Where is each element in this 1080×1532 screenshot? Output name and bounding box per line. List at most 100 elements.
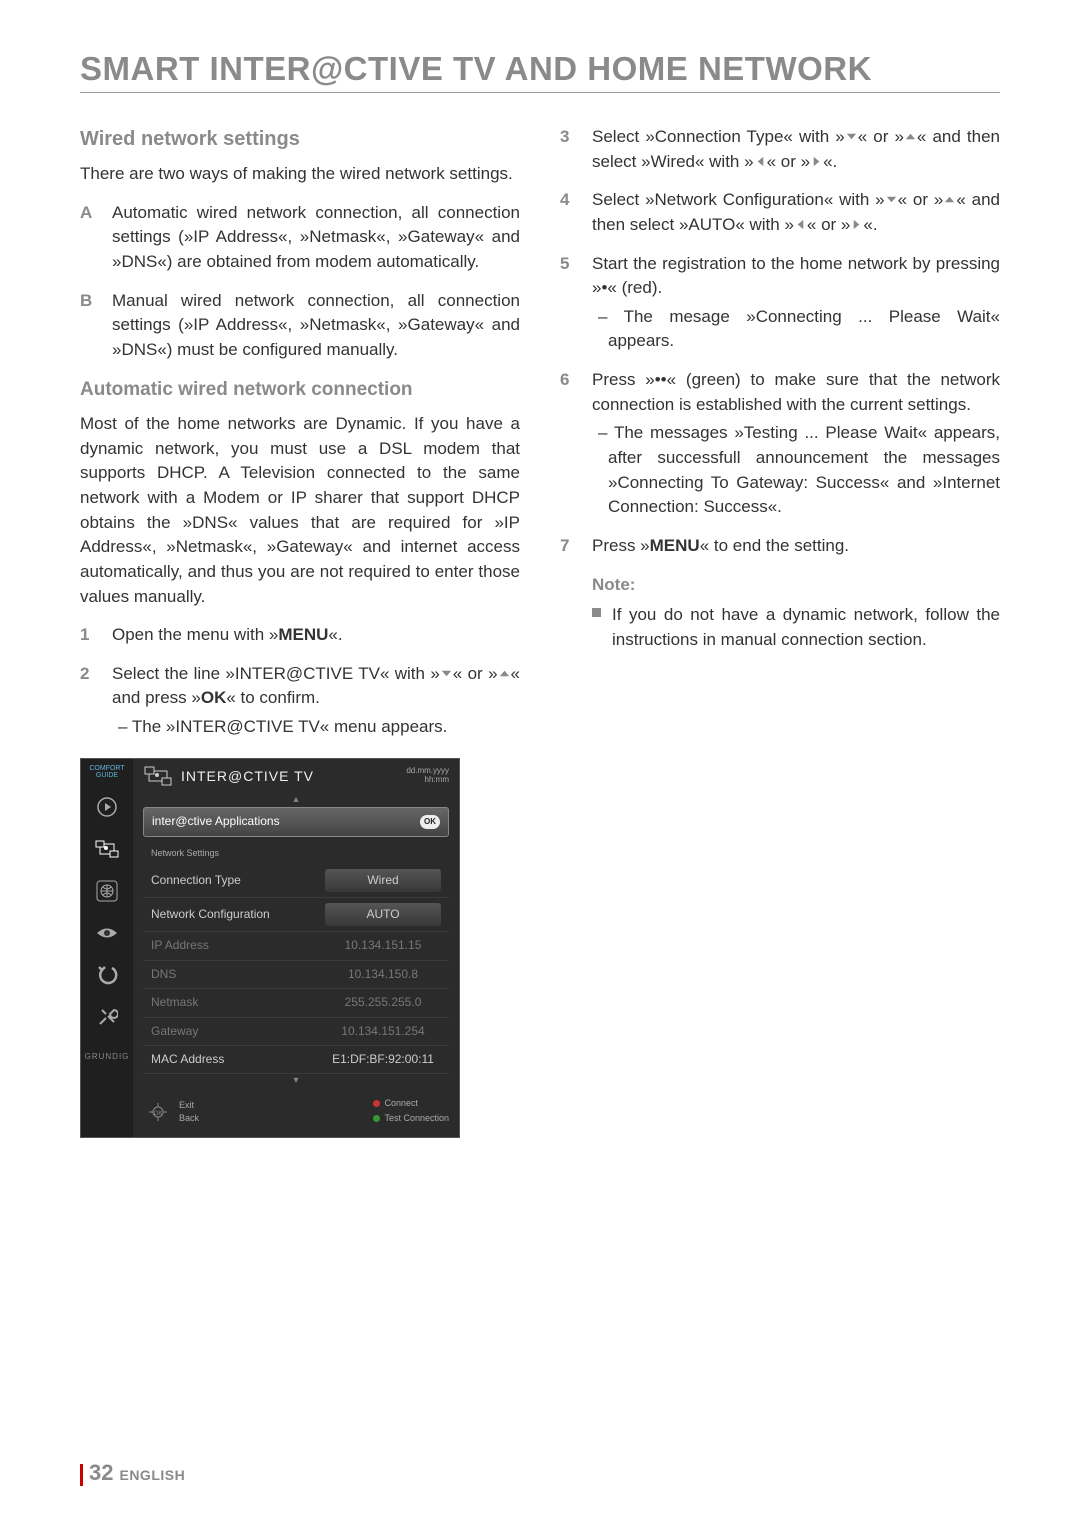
down-icon: [440, 667, 453, 680]
step-1-a: Open the menu with »: [112, 625, 278, 644]
note-body: If you do not have a dynamic network, fo…: [592, 603, 1000, 652]
red-dot-icon: [373, 1100, 380, 1107]
tv-setting-row[interactable]: Netmask255.255.255.0: [143, 989, 449, 1017]
t: Press »: [592, 536, 650, 555]
right-column: 3 Select »Connection Type« with »« or »«…: [560, 125, 1000, 1138]
tv-row-value: E1:DF:BF:92:00:11: [325, 1051, 441, 1068]
tv-setting-row[interactable]: DNS10.134.150.8: [143, 961, 449, 989]
tv-exit-label: Exit: [179, 1099, 199, 1112]
step-2-marker: 2: [80, 662, 98, 740]
tv-setting-row[interactable]: Gateway10.134.151.254: [143, 1018, 449, 1046]
tv-setting-row[interactable]: IP Address10.134.151.15: [143, 932, 449, 960]
t: Select »Network Configuration« with »: [592, 190, 885, 209]
tv-row-apps[interactable]: inter@ctive Applications OK: [143, 807, 449, 836]
tv-datetime: dd.mm.yyyy hh:mm: [406, 767, 449, 785]
sidebar-globe-icon[interactable]: [93, 877, 121, 905]
step-3: 3 Select »Connection Type« with »« or »«…: [560, 125, 1000, 174]
down-icon: [885, 193, 898, 206]
tv-settings-rows: Connection TypeWiredNetwork Configuratio…: [143, 864, 449, 1075]
tv-comfort-label: COMFORT GUIDE: [81, 765, 133, 779]
tv-back-label: Back: [179, 1112, 199, 1125]
option-a-text: Automatic wired network connection, all …: [112, 201, 520, 275]
step-1-c: «.: [328, 625, 342, 644]
tv-arrow-up[interactable]: ▴: [143, 793, 449, 808]
tv-test-label: Test Connection: [384, 1112, 449, 1125]
step-6-marker: 6: [560, 368, 578, 520]
option-b: B Manual wired network connection, all c…: [80, 289, 520, 363]
t: Start the registration to the home netwo…: [592, 254, 1000, 298]
t: « or »: [767, 152, 810, 171]
t: «.: [823, 152, 837, 171]
tv-header: INTER@CTIVE TV dd.mm.yyyy hh:mm: [143, 765, 449, 787]
t: « or »: [898, 190, 944, 209]
step-7-marker: 7: [560, 534, 578, 559]
t: Select »Connection Type« with »: [592, 127, 845, 146]
right-icon: [810, 155, 823, 168]
step-5-marker: 5: [560, 252, 578, 355]
heading-wired-settings: Wired network settings: [80, 125, 520, 154]
step-2-sub: – The »INTER@CTIVE TV« menu appears.: [112, 715, 520, 740]
network-icon: [143, 765, 173, 787]
page-number: 32: [89, 1460, 113, 1486]
tv-menu: COMFORT GUIDE GRUNDIG INTER@CTIVE TV dd.…: [80, 758, 460, 1138]
tv-apps-label: inter@ctive Applications: [152, 813, 280, 830]
sidebar-network-icon[interactable]: [93, 835, 121, 863]
down-icon: [845, 130, 858, 143]
step-1: 1 Open the menu with »MENU«.: [80, 623, 520, 648]
page-footer: 32 ENGLISH: [80, 1460, 185, 1486]
tv-row-label: IP Address: [151, 937, 209, 954]
tv-row-value: 10.134.150.8: [325, 966, 441, 983]
sidebar-tools-icon[interactable]: [93, 1003, 121, 1031]
tv-row-label: MAC Address: [151, 1051, 224, 1068]
step-3-text: Select »Connection Type« with »« or »« a…: [592, 125, 1000, 174]
option-b-text: Manual wired network connection, all con…: [112, 289, 520, 363]
step-6-text: Press »••« (green) to make sure that the…: [592, 368, 1000, 520]
up-icon: [498, 667, 511, 680]
step-1-marker: 1: [80, 623, 98, 648]
tv-setting-row[interactable]: Network ConfigurationAUTO: [143, 898, 449, 932]
step-2-text: Select the line »INTER@CTIVE TV« with » «…: [112, 662, 520, 740]
option-b-marker: B: [80, 289, 98, 363]
t: «.: [863, 215, 877, 234]
sidebar-return-icon[interactable]: [93, 961, 121, 989]
heading-auto-connection: Automatic wired network connection: [80, 376, 520, 404]
tv-row-label: Connection Type: [151, 872, 241, 889]
right-icon: [850, 218, 863, 231]
tv-sidebar: COMFORT GUIDE GRUNDIG: [81, 759, 133, 1137]
step-2: 2 Select the line »INTER@CTIVE TV« with …: [80, 662, 520, 740]
tv-setting-row[interactable]: MAC Address E1:DF:BF:92:00:11: [143, 1046, 449, 1074]
step-2-a: Select the line »INTER@CTIVE TV« with »: [112, 664, 440, 683]
option-a: A Automatic wired network connection, al…: [80, 201, 520, 275]
tv-row-label: Netmask: [151, 994, 198, 1011]
page-title: SMART INTER@CTIVE TV AND HOME NETWORK: [80, 50, 1000, 93]
tv-title: INTER@CTIVE TV: [181, 766, 314, 786]
step-6-sub: – The messages »Testing ... Please Wait«…: [592, 421, 1000, 520]
step-4-text: Select »Network Configuration« with » « o…: [592, 188, 1000, 237]
step-7-text: Press »MENU« to end the setting.: [592, 534, 1000, 559]
sidebar-eye-icon[interactable]: [93, 919, 121, 947]
tv-section-label: Network Settings: [143, 837, 449, 864]
step-5-sub: – The mesage »Connecting ... Please Wait…: [592, 305, 1000, 354]
menu-bold: MENU: [650, 536, 700, 555]
step-5-text: Start the registration to the home netwo…: [592, 252, 1000, 355]
tv-main: INTER@CTIVE TV dd.mm.yyyy hh:mm ▴ inter@…: [133, 759, 459, 1137]
step-2-e: « to confirm.: [226, 688, 320, 707]
tv-arrow-down[interactable]: ▾: [143, 1074, 449, 1089]
bullet-icon: [592, 603, 602, 652]
auto-connection-text: Most of the home networks are Dynamic. I…: [80, 412, 520, 609]
tv-setting-row[interactable]: Connection TypeWired: [143, 864, 449, 898]
ok-bold: OK: [201, 688, 227, 707]
sidebar-play-icon[interactable]: [93, 793, 121, 821]
step-1-text: Open the menu with »MENU«.: [112, 623, 520, 648]
page-language: ENGLISH: [119, 1467, 185, 1483]
tv-footer-left: OK Exit Back: [143, 1097, 199, 1127]
tv-time-line: hh:mm: [406, 776, 449, 785]
footer-accent-bar: [80, 1464, 83, 1486]
content-columns: Wired network settings There are two way…: [80, 125, 1000, 1138]
tv-row-value: AUTO: [325, 903, 441, 926]
step-5: 5 Start the registration to the home net…: [560, 252, 1000, 355]
tv-ok-badge: OK: [420, 815, 440, 829]
step-6: 6 Press »••« (green) to make sure that t…: [560, 368, 1000, 520]
step-7: 7 Press »MENU« to end the setting.: [560, 534, 1000, 559]
tv-footer: OK Exit Back Connect Test Connection: [143, 1097, 449, 1127]
